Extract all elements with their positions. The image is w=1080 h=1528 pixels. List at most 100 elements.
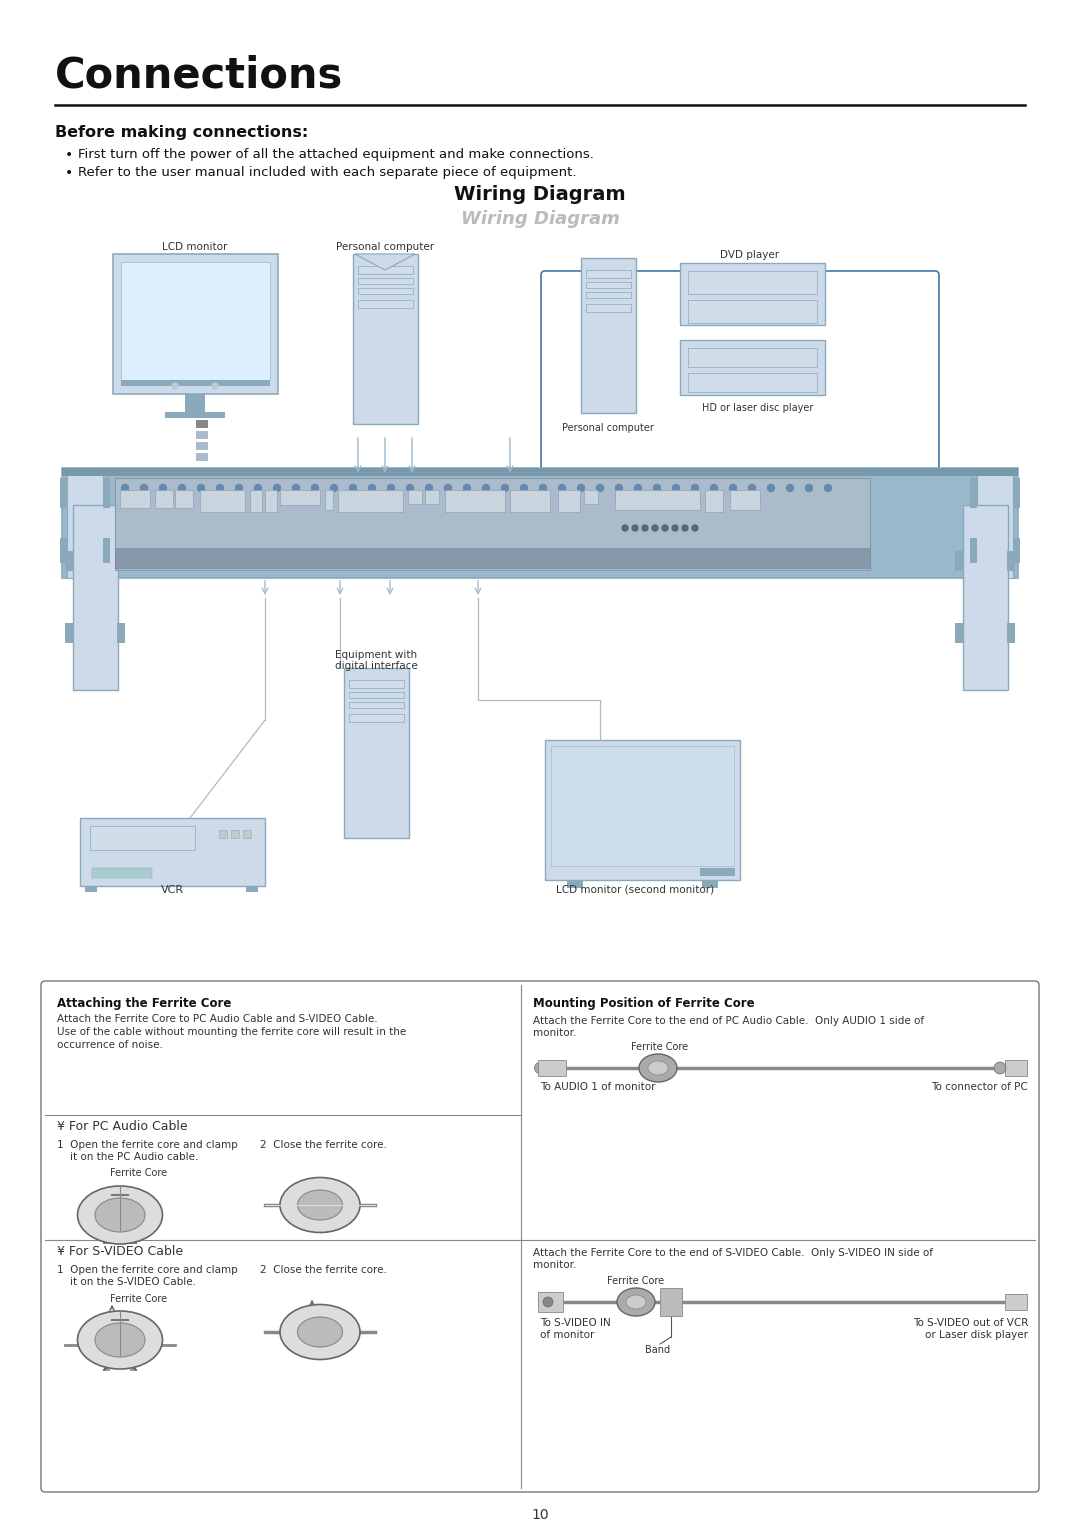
Text: Ferrite Core: Ferrite Core bbox=[110, 1294, 167, 1303]
Text: 2  Close the ferrite core.: 2 Close the ferrite core. bbox=[260, 1140, 387, 1151]
Text: ¥ For PC Audio Cable: ¥ For PC Audio Cable bbox=[57, 1120, 188, 1132]
Bar bbox=[165, 413, 225, 419]
Circle shape bbox=[653, 484, 661, 492]
Text: Personal computer: Personal computer bbox=[562, 423, 653, 432]
Circle shape bbox=[544, 1062, 555, 1074]
Text: Attach the Ferrite Core to PC Audio Cable and S-VIDEO Cable.: Attach the Ferrite Core to PC Audio Cabl… bbox=[57, 1015, 378, 1024]
Bar bbox=[62, 468, 1018, 477]
Circle shape bbox=[535, 1062, 545, 1074]
Bar bbox=[955, 623, 963, 643]
Circle shape bbox=[642, 526, 648, 532]
Bar bbox=[62, 468, 1018, 578]
Text: Use of the cable without mounting the ferrite core will result in the: Use of the cable without mounting the fe… bbox=[57, 1027, 406, 1038]
Circle shape bbox=[672, 526, 678, 532]
Bar bbox=[688, 373, 816, 393]
Circle shape bbox=[198, 484, 204, 492]
Bar bbox=[219, 830, 227, 837]
Text: monitor.: monitor. bbox=[534, 1261, 577, 1270]
Bar bbox=[357, 287, 413, 293]
Bar bbox=[246, 886, 258, 892]
Bar bbox=[688, 348, 816, 367]
Circle shape bbox=[445, 484, 451, 492]
Text: occurrence of noise.: occurrence of noise. bbox=[57, 1041, 163, 1050]
Bar bbox=[545, 740, 740, 880]
Bar bbox=[538, 1060, 566, 1076]
Bar bbox=[688, 270, 816, 293]
Bar bbox=[113, 254, 278, 394]
Circle shape bbox=[711, 484, 717, 492]
Bar bbox=[243, 830, 251, 837]
Circle shape bbox=[729, 484, 737, 492]
Text: 1  Open the ferrite core and clamp: 1 Open the ferrite core and clamp bbox=[57, 1265, 238, 1274]
Bar bbox=[73, 504, 118, 691]
Bar bbox=[200, 490, 245, 512]
Bar bbox=[90, 827, 195, 850]
Circle shape bbox=[293, 484, 299, 492]
Bar bbox=[970, 478, 977, 507]
Text: LCD monitor: LCD monitor bbox=[162, 241, 228, 252]
Bar bbox=[60, 478, 67, 507]
Text: Connections: Connections bbox=[55, 55, 343, 96]
Text: Ferrite Core: Ferrite Core bbox=[632, 1042, 689, 1051]
Bar bbox=[551, 746, 734, 866]
Text: 2  Close the ferrite core.: 2 Close the ferrite core. bbox=[260, 1265, 387, 1274]
Bar bbox=[114, 549, 870, 568]
Circle shape bbox=[121, 484, 129, 492]
Text: Refer to the user manual included with each separate piece of equipment.: Refer to the user manual included with e… bbox=[78, 167, 577, 179]
Bar bbox=[103, 478, 110, 507]
Bar bbox=[265, 490, 276, 512]
Bar bbox=[249, 490, 262, 512]
Text: Wiring Diagram: Wiring Diagram bbox=[455, 185, 625, 205]
Bar bbox=[349, 680, 404, 688]
Bar bbox=[353, 254, 418, 423]
Bar bbox=[955, 552, 963, 571]
Bar bbox=[730, 490, 760, 510]
Bar bbox=[705, 490, 723, 512]
Bar bbox=[510, 490, 550, 512]
Circle shape bbox=[160, 484, 166, 492]
Bar bbox=[702, 880, 718, 888]
Circle shape bbox=[662, 526, 669, 532]
Circle shape bbox=[994, 1062, 1005, 1074]
Circle shape bbox=[216, 484, 224, 492]
Bar bbox=[567, 880, 583, 888]
Text: Ferrite Core: Ferrite Core bbox=[110, 1167, 167, 1178]
Text: digital interface: digital interface bbox=[335, 662, 417, 671]
Bar bbox=[680, 341, 825, 396]
Text: it on the S-VIDEO Cable.: it on the S-VIDEO Cable. bbox=[57, 1277, 195, 1287]
Circle shape bbox=[543, 1297, 553, 1306]
Text: Attach the Ferrite Core to the end of S-VIDEO Cable.  Only S-VIDEO IN side of: Attach the Ferrite Core to the end of S-… bbox=[534, 1248, 933, 1258]
Bar bbox=[1007, 623, 1015, 643]
Bar bbox=[117, 623, 125, 643]
FancyBboxPatch shape bbox=[541, 270, 939, 524]
Bar bbox=[195, 431, 208, 439]
Bar bbox=[280, 490, 320, 504]
Circle shape bbox=[388, 484, 394, 492]
Circle shape bbox=[558, 484, 566, 492]
Text: 1  Open the ferrite core and clamp: 1 Open the ferrite core and clamp bbox=[57, 1140, 238, 1151]
Circle shape bbox=[578, 484, 584, 492]
Text: Attach the Ferrite Core to the end of PC Audio Cable.  Only AUDIO 1 side of: Attach the Ferrite Core to the end of PC… bbox=[534, 1016, 924, 1025]
Bar bbox=[1007, 552, 1015, 571]
Text: DVD player: DVD player bbox=[720, 251, 780, 260]
Ellipse shape bbox=[280, 1305, 360, 1360]
Bar bbox=[1005, 1060, 1027, 1076]
Ellipse shape bbox=[648, 1060, 669, 1076]
Bar bbox=[688, 299, 816, 322]
Bar bbox=[445, 490, 505, 512]
Bar bbox=[1005, 1294, 1027, 1309]
Bar bbox=[195, 452, 208, 461]
Circle shape bbox=[554, 1062, 566, 1074]
Circle shape bbox=[255, 484, 261, 492]
Bar bbox=[121, 261, 270, 380]
Bar bbox=[103, 538, 110, 562]
Text: Personal computer: Personal computer bbox=[336, 241, 434, 252]
Bar bbox=[345, 668, 409, 837]
Ellipse shape bbox=[95, 1323, 145, 1357]
Bar bbox=[357, 278, 413, 284]
Circle shape bbox=[406, 484, 414, 492]
Circle shape bbox=[539, 1293, 557, 1311]
Bar bbox=[175, 490, 193, 507]
Polygon shape bbox=[355, 254, 415, 270]
Text: or Laser disk player: or Laser disk player bbox=[924, 1329, 1028, 1340]
